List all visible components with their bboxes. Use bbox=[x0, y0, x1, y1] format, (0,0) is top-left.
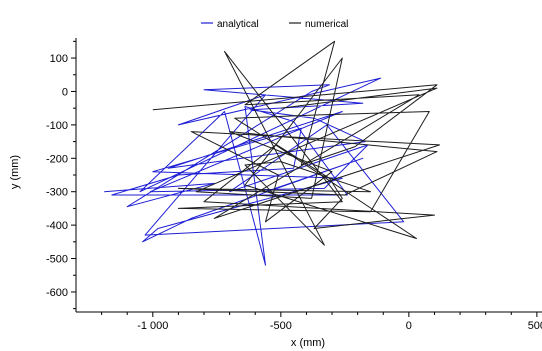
y-tick-label: -300 bbox=[46, 187, 68, 199]
y-tick-label: -500 bbox=[46, 254, 68, 266]
series-line-numerical bbox=[152, 40, 441, 246]
x-tick-label: 500 bbox=[528, 320, 542, 332]
y-tick-label: -400 bbox=[46, 220, 68, 232]
chart-legend: analytical numerical bbox=[201, 19, 348, 30]
y-tick-label: -200 bbox=[46, 153, 68, 165]
y-tick-label: 0 bbox=[62, 86, 68, 98]
y-tick-label: -100 bbox=[46, 120, 68, 132]
series-line-analytical bbox=[104, 77, 405, 266]
x-tick-label: -500 bbox=[270, 320, 292, 332]
plot-area bbox=[104, 40, 441, 266]
y-tick-label: 100 bbox=[50, 53, 68, 65]
legend-label-analytical: analytical bbox=[217, 19, 259, 30]
x-tick-label: -1 000 bbox=[137, 320, 168, 332]
x-tick-label: 0 bbox=[406, 320, 412, 332]
legend-label-numerical: numerical bbox=[305, 19, 348, 30]
y-axis-label: y (mm) bbox=[9, 155, 21, 189]
y-tick-label: -600 bbox=[46, 287, 68, 299]
x-axis-label: x (mm) bbox=[291, 337, 325, 349]
y-axis: 100 0 -100 -200 -300 -400 -500 -600 bbox=[46, 38, 77, 312]
x-axis: -1 000 -500 0 500 bbox=[76, 311, 542, 332]
